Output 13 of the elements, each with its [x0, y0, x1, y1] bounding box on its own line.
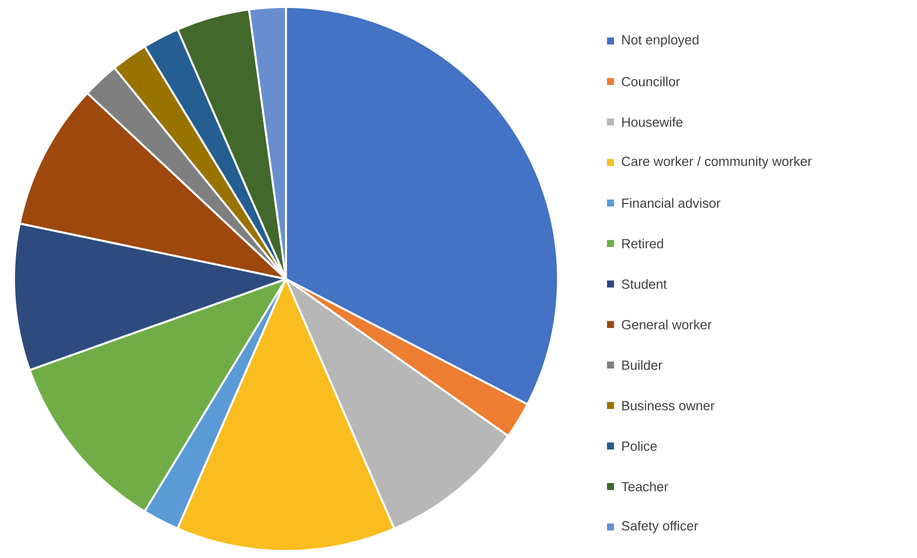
- legend-label: Police: [622, 441, 657, 451]
- legend-label: Teacher: [622, 482, 668, 492]
- legend-label: Not enployed: [622, 34, 698, 48]
- legend-label: Builder: [622, 360, 662, 370]
- legend-label: Care worker / community worker: [622, 156, 812, 169]
- legend-label: Housewife: [622, 117, 682, 127]
- legend-label: Financial advisor: [622, 198, 720, 208]
- legend-label: General worker: [622, 320, 712, 330]
- legend-label: Business owner: [622, 400, 714, 410]
- legend-label: Retired: [622, 238, 664, 248]
- legend-label: Safety officer: [622, 520, 698, 534]
- legend-label: Councillor: [622, 76, 680, 86]
- legend-label: Student: [622, 279, 667, 289]
